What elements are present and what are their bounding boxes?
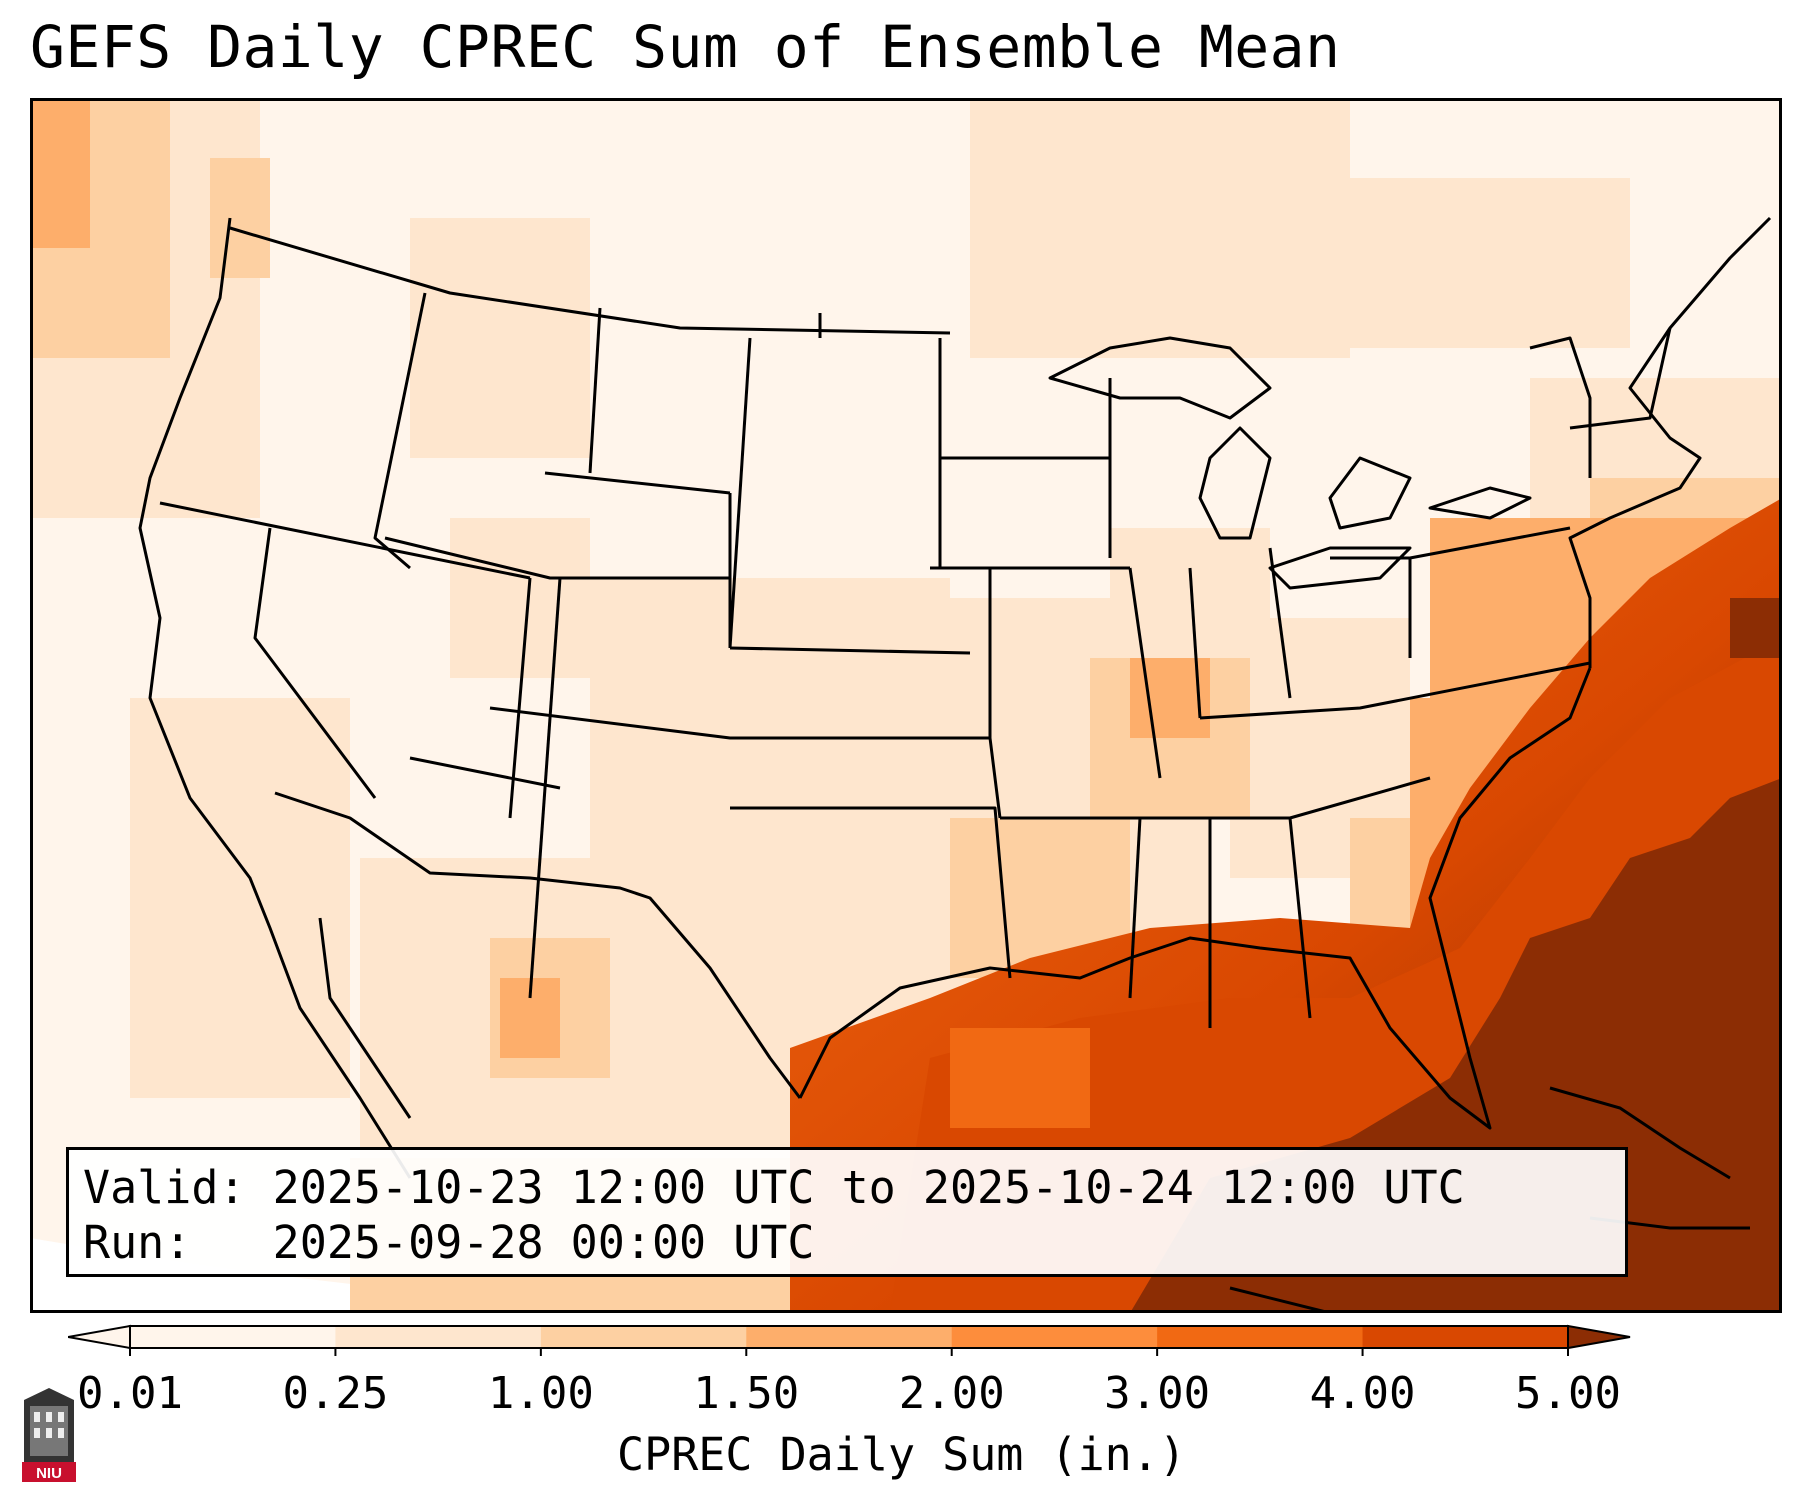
niu-logo: NIU [22, 1388, 76, 1482]
colorbar-tick-label: 5.00 [1515, 1368, 1621, 1419]
colorbar-segment [1157, 1326, 1364, 1348]
colorbar-segment [746, 1326, 953, 1348]
colorbar-outline [129, 1325, 1569, 1349]
run-time-text: Run: 2025-09-28 00:00 UTC [83, 1216, 815, 1269]
map-title: GEFS Daily CPREC Sum of Ensemble Mean [30, 13, 1341, 81]
colorbar-segment [335, 1326, 542, 1348]
valid-run-info-box: Valid: 2025-10-23 12:00 UTC to 2025-10-2… [66, 1147, 1628, 1277]
colorbar-tick-label: 4.00 [1310, 1368, 1416, 1419]
colorbar-segment [1362, 1326, 1569, 1348]
colorbar-extend-high [1567, 1324, 1631, 1350]
svg-text:NIU: NIU [36, 1465, 62, 1482]
colorbar-label: CPREC Daily Sum (in.) [617, 1428, 1186, 1481]
colorbar-tick-label: 1.00 [488, 1368, 594, 1419]
colorbar-tick-label: 2.00 [899, 1368, 1005, 1419]
colorbar-tick-label: 0.01 [77, 1368, 183, 1419]
colorbar: 0.01 0.25 1.00 1.50 2.00 3.00 4.00 5.00 [68, 1324, 1631, 1419]
colorbar-segment [130, 1326, 336, 1348]
colorbar-tick-label: 3.00 [1104, 1368, 1210, 1419]
precip-map [30, 98, 1782, 1313]
colorbar-tick-label: 0.25 [282, 1368, 388, 1419]
boundaries [138, 216, 1772, 1179]
colorbar-tick-label: 1.50 [693, 1368, 799, 1419]
colorbar-segment [951, 1326, 1158, 1348]
colorbar-segment [540, 1326, 747, 1348]
colorbar-extend-low [68, 1324, 131, 1350]
valid-time-text: Valid: 2025-10-23 12:00 UTC to 2025-10-2… [83, 1161, 1465, 1214]
